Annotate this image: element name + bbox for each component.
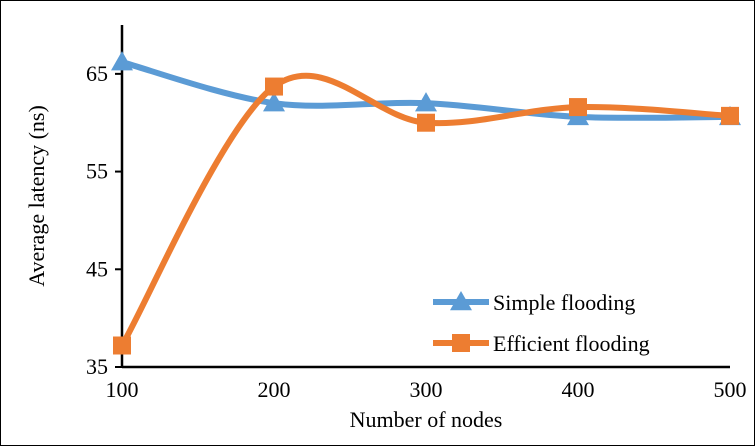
data-point-marker bbox=[415, 92, 437, 112]
data-point-marker bbox=[721, 106, 739, 125]
legend-marker bbox=[452, 334, 470, 352]
x-tick-label: 400 bbox=[562, 377, 595, 402]
series-line bbox=[119, 72, 733, 349]
y-tick-label: 55 bbox=[86, 159, 108, 184]
data-point-marker bbox=[113, 336, 131, 355]
data-point-marker bbox=[111, 51, 133, 71]
y-tick-label: 65 bbox=[86, 61, 108, 86]
x-tick-label: 200 bbox=[258, 377, 291, 402]
legend-marker bbox=[450, 291, 472, 311]
x-tick-labels: 100 200 300 400 500 bbox=[106, 377, 747, 402]
legend-label: Simple flooding bbox=[493, 290, 635, 315]
series-layer bbox=[111, 51, 741, 355]
legend-item: Simple flooding bbox=[433, 290, 635, 315]
y-tick-label: 45 bbox=[86, 256, 108, 281]
data-point-marker bbox=[265, 77, 283, 96]
legend: Simple flooding Efficient flooding bbox=[433, 290, 650, 356]
x-axis-title: Number of nodes bbox=[350, 407, 503, 432]
y-axis-title: Average latency (ns) bbox=[24, 105, 49, 287]
axes bbox=[115, 25, 730, 369]
x-tick-label: 500 bbox=[714, 377, 747, 402]
data-point-marker bbox=[263, 92, 285, 112]
y-tick-labels: 35 45 55 65 bbox=[86, 61, 108, 379]
legend-label: Efficient flooding bbox=[493, 331, 650, 356]
legend-item: Efficient flooding bbox=[433, 331, 650, 356]
data-point-marker bbox=[569, 98, 587, 117]
data-point-marker bbox=[417, 113, 435, 132]
x-tick-label: 100 bbox=[106, 377, 139, 402]
x-tick-label: 300 bbox=[410, 377, 443, 402]
y-tick-label: 35 bbox=[86, 354, 108, 379]
series-2 bbox=[113, 72, 739, 355]
